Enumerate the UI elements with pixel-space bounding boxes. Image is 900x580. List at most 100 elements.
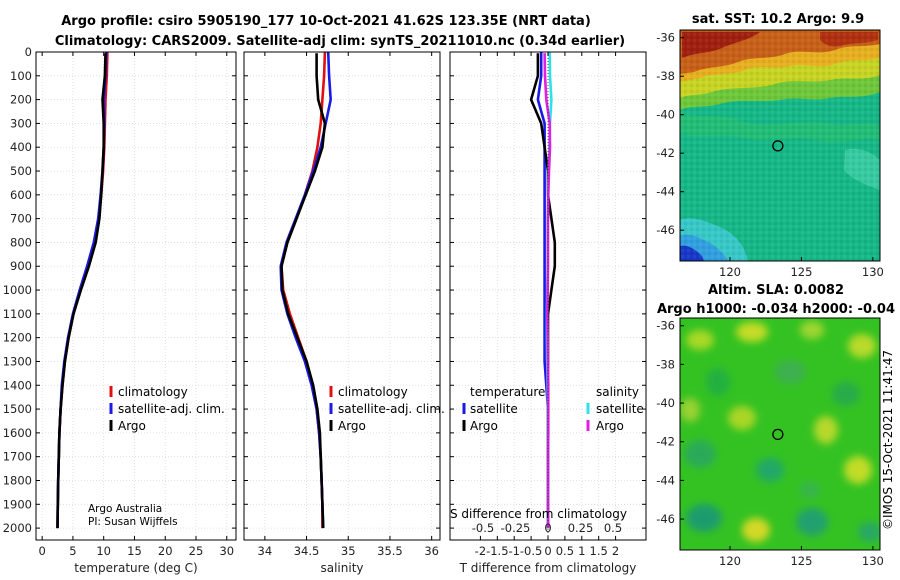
credit-line1: Argo Australia bbox=[88, 503, 162, 515]
legend-title-temperature: temperature bbox=[470, 385, 545, 399]
y-tick-label: 0 bbox=[25, 45, 32, 59]
legend-label-satellite-adj: satellite-adj. clim. bbox=[118, 402, 225, 416]
sla-map-image bbox=[680, 318, 880, 550]
y-tick-label: 400 bbox=[10, 140, 32, 154]
y-tick-label: 1700 bbox=[3, 450, 32, 464]
y-tick-label: 1600 bbox=[3, 426, 32, 440]
timestamp: ©IMOS 15-Oct-2021 11:41:47 bbox=[881, 350, 895, 530]
sst-map-axes: 120 125 130 -36 -38 -40 -42 -44 -46 bbox=[656, 29, 884, 279]
legend-label-argo-salinity: Argo bbox=[596, 419, 624, 433]
figure-title-line2: Climatology: CARS2009. Satellite-adj cli… bbox=[55, 34, 625, 49]
credit-line2: PI: Susan Wijffels bbox=[88, 516, 178, 528]
y-tick-label: -40 bbox=[656, 396, 675, 410]
temperature-legend: climatology satellite-adj. clim. Argo bbox=[109, 385, 225, 433]
salinity-profile-panel: 34 34.5 35 35.5 36 salinity bbox=[243, 51, 441, 575]
x-top-tick-label: -0.25 bbox=[501, 521, 531, 535]
y-tick-label: -44 bbox=[656, 473, 675, 487]
x-tick-label: 34 bbox=[258, 544, 273, 558]
x-tick-label: 125 bbox=[790, 554, 812, 568]
x-top-tick-label: 0 bbox=[544, 521, 551, 535]
temperature-profile-panel: 0 5 10 15 20 25 300100200300400500600700800900… bbox=[3, 45, 237, 575]
y-tick-label: -36 bbox=[656, 319, 675, 333]
sla-map-title-line2: Argo h1000: -0.034 h2000: -0.04 bbox=[657, 302, 895, 317]
x-tick-label: 0 bbox=[544, 544, 551, 558]
x-tick-label: 130 bbox=[862, 554, 884, 568]
x-tick-label: 15 bbox=[127, 544, 142, 558]
x-tick-label: 25 bbox=[189, 544, 204, 558]
y-tick-label: -36 bbox=[656, 31, 675, 45]
y-tick-label: -42 bbox=[656, 435, 675, 449]
y-tick-label: 300 bbox=[10, 116, 32, 130]
x-top-tick-label: 0.5 bbox=[604, 521, 622, 535]
y-tick-label: 700 bbox=[10, 212, 32, 226]
map-frame bbox=[679, 317, 881, 551]
x-tick-label: 120 bbox=[719, 554, 741, 568]
x-tick-label: 34.5 bbox=[294, 544, 320, 558]
y-tick-label: 1400 bbox=[3, 378, 32, 392]
sla-map-axes: 120 125 130 -36 -38 -40 -42 -44 -46 bbox=[656, 317, 884, 568]
difference-top-axis-label: S difference from climatology bbox=[450, 507, 627, 521]
y-tick-label: 1500 bbox=[3, 402, 32, 416]
x-tick-label: 130 bbox=[862, 265, 884, 279]
legend-label-climatology: climatology bbox=[118, 385, 188, 399]
x-tick-label: 35 bbox=[341, 544, 356, 558]
y-tick-label: -44 bbox=[656, 185, 675, 199]
x-tick-label: 5 bbox=[69, 544, 76, 558]
legend-title-salinity: salinity bbox=[596, 385, 639, 399]
x-tick-label: 125 bbox=[790, 265, 812, 279]
x-tick-label: 0 bbox=[38, 544, 45, 558]
series-line-climatology bbox=[280, 51, 327, 529]
x-tick-label: -1 bbox=[508, 544, 519, 558]
legend-label-argo: Argo bbox=[338, 419, 366, 433]
y-tick-label: 1300 bbox=[3, 354, 32, 368]
legend-label-argo-temperature: Argo bbox=[470, 419, 498, 433]
y-tick-label: 100 bbox=[10, 69, 32, 83]
series-line-satellite-adj-clim- bbox=[279, 51, 333, 529]
x-axis-label: salinity bbox=[320, 561, 363, 575]
legend-label-satellite-salinity: satellite bbox=[596, 402, 644, 416]
difference-profile-panel: -2 -1.5 -1 -0.5 0 0.5 1 1.5 2T difference from c… bbox=[449, 51, 647, 575]
x-tick-label: 35.5 bbox=[377, 544, 403, 558]
x-tick-label: 20 bbox=[158, 544, 173, 558]
sst-map-title: sat. SST: 10.2 Argo: 9.9 bbox=[692, 12, 864, 27]
x-tick-label: 30 bbox=[219, 544, 234, 558]
x-tick-label: 1.5 bbox=[590, 544, 608, 558]
x-tick-label: 36 bbox=[424, 544, 439, 558]
x-axis-label: T difference from climatology bbox=[459, 561, 637, 575]
sla-map-title-line1: Altim. SLA: 0.0082 bbox=[708, 283, 844, 298]
legend-label-satellite-adj: satellite-adj. clim. bbox=[338, 402, 445, 416]
y-tick-label: -40 bbox=[656, 108, 675, 122]
sst-map-image bbox=[680, 30, 880, 261]
x-tick-label: -1.5 bbox=[486, 544, 508, 558]
y-tick-label: -38 bbox=[656, 357, 675, 371]
legend-label-argo: Argo bbox=[118, 419, 146, 433]
x-top-tick-label: 0.25 bbox=[568, 521, 594, 535]
y-tick-label: 1100 bbox=[3, 307, 32, 321]
y-tick-label: 1200 bbox=[3, 331, 32, 345]
axes-frame bbox=[35, 51, 237, 541]
series-line-argo bbox=[280, 53, 327, 529]
legend-label-satellite-temperature: satellite bbox=[470, 402, 518, 416]
y-tick-label: 1800 bbox=[3, 473, 32, 487]
axes-frame bbox=[243, 51, 441, 541]
x-tick-label: 1 bbox=[578, 544, 585, 558]
y-tick-label: 600 bbox=[10, 188, 32, 202]
x-tick-label: 2 bbox=[612, 544, 619, 558]
x-tick-label: 120 bbox=[719, 265, 741, 279]
y-tick-label: 1900 bbox=[3, 497, 32, 511]
legend-label-climatology: climatology bbox=[338, 385, 408, 399]
x-axis-label: temperature (deg C) bbox=[74, 561, 197, 575]
x-tick-label: -0.5 bbox=[520, 544, 542, 558]
y-tick-label: 800 bbox=[10, 235, 32, 249]
x-tick-label: 0.5 bbox=[556, 544, 574, 558]
map-frame bbox=[679, 29, 881, 262]
y-tick-label: 2000 bbox=[3, 521, 32, 535]
argo-location-marker bbox=[772, 140, 784, 152]
salinity-legend: climatology satellite-adj. clim. Argo bbox=[329, 385, 445, 433]
x-tick-label: 10 bbox=[96, 544, 111, 558]
series-line-argo bbox=[56, 53, 107, 529]
y-tick-label: -46 bbox=[656, 223, 675, 237]
argo-location-marker bbox=[772, 428, 784, 441]
y-tick-label: 500 bbox=[10, 164, 32, 178]
